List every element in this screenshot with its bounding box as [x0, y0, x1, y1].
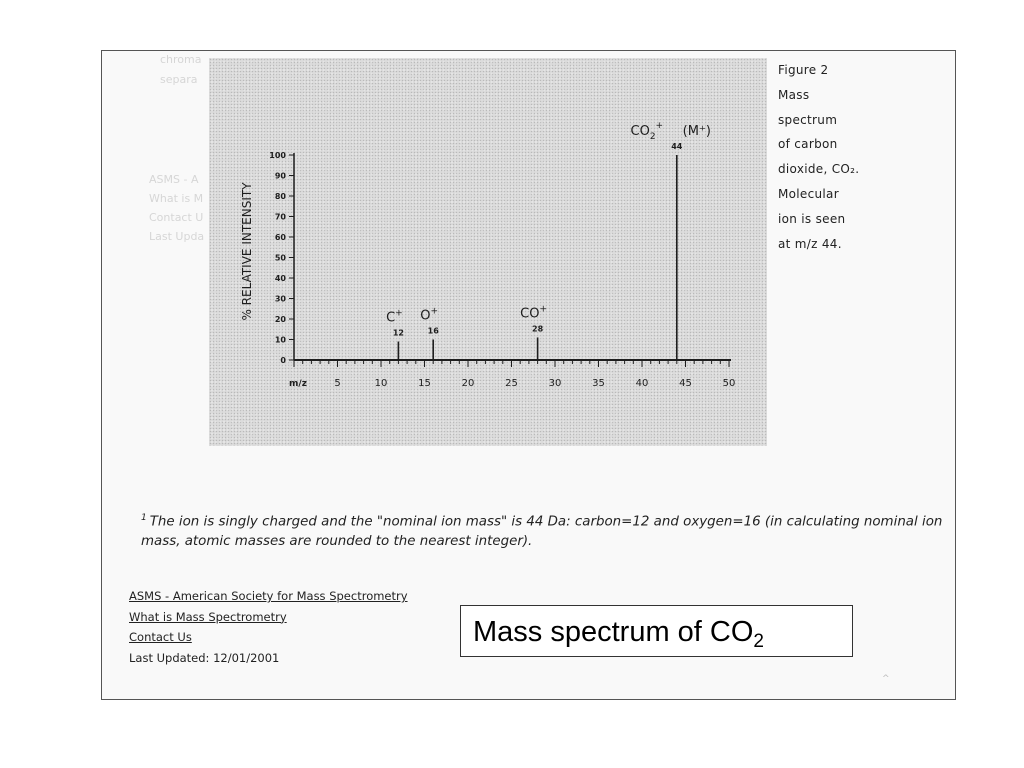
- footnote: 1 The ion is singly charged and the "nomi…: [141, 508, 951, 552]
- y-axis-label: % RELATIVE INTENSITY: [240, 182, 254, 321]
- peak-ion-label: C+: [386, 309, 403, 326]
- slide-title-main: Mass spectrum of CO: [473, 616, 754, 648]
- mass-spectrum-chart: 5 10 15 20 25 30 35 40 45 50 m/z 0 10 20 30 40 50 60 70 80 9…: [240, 121, 736, 389]
- x-tick-label: 50: [723, 378, 736, 389]
- x-tick-label: 30: [549, 378, 562, 389]
- caption-line: Molecular: [778, 186, 839, 201]
- molecular-ion-annotation: (M⁺): [683, 124, 711, 139]
- bleed-through-text-1: chroma: [160, 53, 202, 66]
- x-tick-label: 10: [375, 378, 388, 389]
- x-tick-label: 5: [334, 378, 340, 389]
- y-tick-label: 50: [275, 254, 287, 263]
- x-tick-label: 35: [592, 378, 605, 389]
- peak-ion-label: O+: [420, 307, 438, 324]
- bleed-through-link-2: What is M: [149, 192, 204, 205]
- scanned-figure-background: [209, 58, 767, 446]
- y-tick-label: 40: [275, 274, 287, 283]
- contact-us-link[interactable]: Contact Us: [129, 630, 192, 644]
- y-tick-label: 90: [275, 172, 287, 181]
- x-tick-label: 15: [418, 378, 431, 389]
- bleed-through-link-3: Contact U: [149, 211, 204, 224]
- x-tick-label: 25: [505, 378, 518, 389]
- y-tick-label: 70: [275, 213, 287, 222]
- y-tick-label: 60: [275, 233, 287, 242]
- peak-ion-label: CO2+: [631, 121, 664, 142]
- slide-title-subscript: 2: [753, 631, 764, 652]
- bleed-through-text-2: separa: [160, 73, 198, 86]
- footnote-marker: 1: [141, 513, 147, 523]
- x-tick-label: 45: [679, 378, 692, 389]
- figure-caption: Figure 2 Mass spectrum of carbon dioxide…: [778, 58, 898, 256]
- footer-links: ASMS - American Society for Mass Spectro…: [129, 586, 408, 668]
- footnote-text: The ion is singly charged and the "nomin…: [141, 514, 943, 550]
- x-tick-label: 20: [462, 378, 475, 389]
- caption-line: of carbon: [778, 137, 838, 152]
- asms-link[interactable]: ASMS - American Society for Mass Spectro…: [129, 589, 408, 603]
- caption-line: spectrum: [778, 112, 838, 127]
- caption-line: at m/z 44.: [778, 236, 842, 251]
- y-tick-label: 80: [275, 192, 287, 201]
- last-updated: Last Updated: 12/01/2001: [129, 650, 280, 665]
- bleed-through-link-1: ASMS - A: [149, 173, 199, 186]
- peak-mass-label: 44: [671, 142, 683, 151]
- caption-line: Mass: [778, 87, 810, 102]
- what-is-mass-spectrometry-link[interactable]: What is Mass Spectrometry: [129, 609, 287, 624]
- caption-line: ion is seen: [778, 211, 846, 226]
- caption-line: dioxide, CO₂.: [778, 162, 860, 177]
- y-tick-label: 30: [275, 295, 287, 304]
- slide-title-box: Mass spectrum of CO2: [460, 605, 853, 657]
- x-axis-label: m/z: [289, 379, 307, 389]
- corner-mark: ^: [882, 674, 890, 684]
- y-tick-label: 100: [269, 151, 286, 160]
- y-tick-label: 20: [275, 315, 287, 324]
- peak-ion-label: CO+: [520, 304, 547, 321]
- caption-line: Figure 2: [778, 63, 829, 77]
- peak-mass-label: 12: [393, 329, 404, 338]
- peak-mass-label: 16: [428, 327, 440, 336]
- peak-mass-label: 28: [532, 324, 544, 333]
- slide-title: Mass spectrum of CO2: [473, 616, 764, 653]
- y-tick-label: 0: [280, 356, 286, 365]
- x-tick-label: 40: [636, 378, 649, 389]
- bleed-through-link-4: Last Upda: [149, 230, 205, 243]
- y-tick-label: 10: [275, 336, 287, 345]
